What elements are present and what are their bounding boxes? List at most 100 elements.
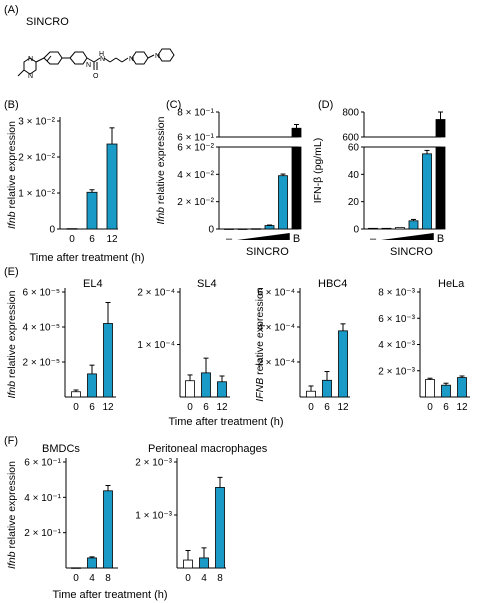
b-bar	[106, 143, 118, 230]
time-label-e: Time after treatment (h)	[168, 416, 283, 428]
chemical-atoms: N N N H N O N N	[28, 51, 160, 80]
c-bar	[278, 175, 288, 230]
d-ytick-label: 600	[342, 133, 359, 144]
c-ytick-label: 8 × 10⁻¹	[177, 108, 214, 119]
c-dash-label: –	[226, 233, 233, 245]
d-bar-upper	[435, 119, 446, 138]
panel-label-e: (E)	[4, 266, 19, 278]
f1-bar	[87, 557, 97, 569]
e3-ytick-label: 4 × 10⁻⁴	[257, 323, 295, 334]
svg-text:O: O	[93, 73, 99, 80]
f1-title: BMDCs	[42, 443, 80, 455]
e4-ytick-label: 2 × 10⁻³	[378, 366, 415, 377]
b-xtick-label: 12	[106, 234, 118, 245]
e3-ytick-label: 6 × 10⁻⁴	[257, 288, 295, 299]
f1-ytick-label: 2 × 10⁻¹	[24, 528, 61, 539]
e4-bar	[441, 384, 451, 398]
b-ytick-label: 3 × 10⁻²	[18, 117, 55, 128]
svg-text:N: N	[86, 62, 91, 69]
e2-xtick-label: 12	[216, 402, 228, 413]
compound-name: SINCRO	[26, 16, 69, 28]
c-ytick-label: 2 × 10⁻²	[177, 197, 214, 208]
svg-text:H: H	[99, 51, 104, 58]
svg-text:N: N	[155, 53, 160, 60]
e2-bar	[217, 381, 227, 398]
e4-ytick-label: 8 × 10⁻³	[378, 288, 415, 299]
panel-label-f: (F)	[4, 435, 18, 447]
d-ylabel: IFN-β (pg/mL)	[312, 138, 324, 204]
c-bar	[264, 225, 275, 230]
e4-bar	[425, 379, 435, 398]
e1-ytick-label: 2 × 10⁻⁵	[22, 358, 60, 369]
b-ylabel: Ifnb relative expression	[6, 121, 18, 229]
e4-ytick-label: 6 × 10⁻³	[378, 314, 415, 325]
c-bar	[224, 228, 234, 230]
d-bar	[408, 220, 419, 230]
c-bar-upper	[291, 127, 302, 138]
c-ytick-label: 4 × 10⁻²	[177, 170, 214, 181]
e3-ytick-label: 2 × 10⁻⁴	[257, 358, 295, 369]
f2-bar	[215, 487, 225, 569]
e1-title: EL4	[83, 278, 103, 290]
e3-xtick-label: 0	[308, 402, 314, 413]
f1-xtick-label: 0	[73, 573, 79, 584]
e1-bar	[87, 373, 97, 398]
e1-ytick-label: 4 × 10⁻⁵	[22, 323, 60, 334]
e3-bar	[338, 330, 348, 398]
e1-ylabel: Ifnb relative expression	[6, 290, 18, 398]
e4-xtick-label: 12	[456, 402, 468, 413]
svg-text:N: N	[100, 56, 105, 63]
b-xtick-label: 0	[69, 234, 75, 245]
panel-label-b: (B)	[4, 99, 19, 111]
d-ytick-label: 0	[353, 225, 359, 236]
f2-bar	[199, 557, 209, 569]
time-label-f: Time after treatment (h)	[52, 589, 167, 601]
f1-bar	[103, 490, 113, 569]
e3-xtick-label: 6	[324, 402, 330, 413]
e3-bar	[322, 379, 332, 398]
c-bar	[251, 228, 261, 230]
time-label-b: Time after treatment (h)	[29, 252, 144, 264]
b-bar	[66, 228, 78, 230]
d-bar	[368, 227, 378, 230]
d-xlabel: SINCRO	[390, 246, 433, 258]
f2-xtick-label: 4	[201, 573, 207, 584]
e2-ytick-label: 2 × 10⁻⁴	[137, 288, 175, 299]
d-bar	[422, 153, 432, 230]
f2-xtick-label: 0	[185, 573, 191, 584]
e1-xtick-label: 12	[102, 402, 114, 413]
f1-ytick-label: 6 × 10⁻¹	[24, 458, 61, 469]
c-ytick-label: 6 × 10⁻²	[177, 143, 214, 154]
c-bar	[237, 228, 248, 230]
svg-text:N: N	[28, 73, 33, 80]
svg-text:N: N	[28, 56, 33, 63]
e4-ytick-label: 4 × 10⁻³	[378, 340, 415, 351]
f1-xtick-label: 4	[89, 573, 95, 584]
e4-bar	[457, 377, 467, 398]
c-ytick-label: 6 × 10⁻¹	[177, 133, 214, 144]
e2-ytick-label: 1 × 10⁻⁴	[137, 340, 175, 351]
e1-xtick-label: 6	[89, 402, 95, 413]
d-bar	[435, 146, 446, 230]
e1-bar	[71, 391, 81, 398]
chemical-structure	[17, 48, 175, 77]
d-bar	[395, 227, 405, 230]
d-bar	[381, 227, 392, 230]
b-bar	[86, 191, 98, 230]
c-ylabel: Ifnb relative expression	[155, 116, 167, 224]
b-xtick-label: 6	[89, 234, 95, 245]
e3-xtick-label: 12	[337, 402, 349, 413]
e1-bar	[103, 323, 113, 398]
e2-title: SL4	[197, 278, 217, 290]
e1-ytick-label: 6 × 10⁻⁵	[22, 288, 60, 299]
e2-bar	[185, 380, 195, 398]
f2-title: Peritoneal macrophages	[148, 443, 268, 455]
d-dash-label: –	[370, 233, 377, 245]
f1-xtick-label: 8	[105, 573, 111, 584]
d-ytick-label: 60	[348, 143, 360, 154]
e2-bar	[201, 372, 211, 398]
panel-label-d: (D)	[318, 99, 333, 111]
e2-xtick-label: 0	[187, 402, 193, 413]
